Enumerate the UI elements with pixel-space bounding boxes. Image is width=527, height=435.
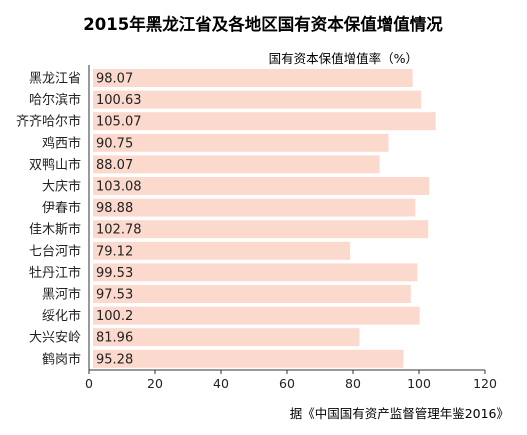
category-label: 大庆市 [42, 179, 81, 195]
x-tick-label: 20 [147, 376, 163, 391]
category-label: 牡丹江市 [29, 265, 81, 281]
source-note: 据《中国国有资产监督管理年鉴2016》 [290, 406, 509, 421]
category-label: 绥化市 [42, 308, 81, 324]
category-label: 鹤岗市 [42, 351, 81, 367]
bar [93, 349, 404, 368]
data-label: 102.78 [96, 223, 142, 238]
data-label: 88.07 [96, 158, 133, 173]
data-label: 100.2 [96, 309, 133, 324]
bar [93, 90, 422, 109]
data-label: 98.88 [96, 201, 133, 216]
category-label: 佳木斯市 [29, 222, 81, 238]
data-label: 79.12 [96, 244, 133, 259]
bar [93, 155, 380, 174]
x-tick-label: 120 [473, 376, 497, 391]
bar [93, 133, 389, 152]
bar [93, 112, 436, 131]
category-label: 黑河市 [42, 287, 81, 303]
x-tick-label: 0 [85, 376, 93, 391]
category-label: 七台河市 [29, 243, 81, 259]
bar [93, 220, 429, 239]
data-label: 81.96 [96, 331, 133, 346]
x-tick-label: 40 [213, 376, 229, 391]
bar [93, 177, 430, 195]
category-label: 齐齐哈尔市 [16, 114, 81, 130]
bar [93, 198, 416, 217]
bar [93, 306, 420, 325]
data-label: 103.08 [96, 180, 142, 195]
data-label: 90.75 [96, 136, 133, 151]
bar [93, 241, 351, 260]
data-label: 100.63 [96, 93, 142, 108]
category-label: 哈尔滨市 [29, 92, 81, 108]
bar [93, 69, 413, 87]
bar [93, 263, 418, 282]
data-label: 98.07 [96, 72, 133, 87]
bar [93, 285, 411, 303]
category-label: 双鸭山市 [29, 157, 81, 173]
data-label: 95.28 [96, 352, 133, 367]
category-label: 黑龙江省 [29, 72, 81, 87]
unit-label: 国有资本保值增值率（%） [269, 51, 418, 66]
x-axis: 0 20 40 60 80 100 120 [85, 65, 497, 391]
x-tick-label: 60 [279, 376, 295, 391]
category-label: 伊春市 [42, 200, 81, 216]
data-label: 99.53 [96, 266, 133, 281]
data-label: 97.53 [96, 288, 133, 303]
x-tick-label: 80 [345, 376, 361, 391]
chart-title: 2015年黑龙江省及各地区国有资本保值增值情况 [83, 14, 443, 34]
x-tick-label: 100 [407, 376, 431, 391]
data-label: 105.07 [96, 115, 142, 130]
bar [93, 328, 360, 347]
bars-layer: 黑龙江省 98.07 哈尔滨市 100.63 齐齐哈尔市 105.07 鸡西市 90.75 双鸭… [16, 69, 436, 368]
category-label: 鸡西市 [42, 135, 81, 151]
category-label: 大兴安岭 [29, 331, 81, 346]
